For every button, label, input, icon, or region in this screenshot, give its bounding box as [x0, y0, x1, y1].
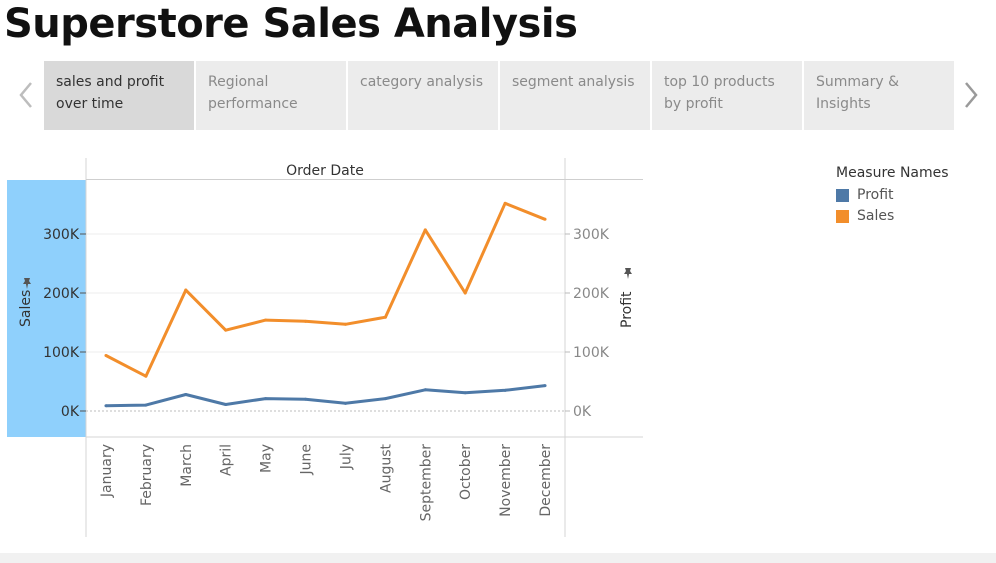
footer-bar — [0, 553, 996, 563]
prev-tab-icon[interactable] — [15, 80, 37, 110]
sales-tick-label: 0K — [61, 404, 80, 420]
data-point-profit[interactable] — [503, 388, 507, 392]
legend-swatch-sales — [836, 210, 849, 223]
data-point-profit[interactable] — [543, 384, 547, 388]
tab-sales-and-profit-over-time[interactable]: sales and profit over time — [44, 61, 194, 130]
profit-tick-label: 200K — [573, 286, 610, 302]
data-point-sales[interactable] — [184, 288, 188, 292]
data-point-sales[interactable] — [224, 328, 228, 332]
profit-pin-icon[interactable] — [624, 268, 632, 279]
data-point-profit[interactable] — [343, 401, 347, 405]
data-point-profit[interactable] — [463, 391, 467, 395]
series-lines — [104, 201, 547, 408]
month-tick-label: May — [259, 444, 275, 473]
data-point-profit[interactable] — [184, 392, 188, 396]
sales-tick-label: 100K — [43, 345, 80, 361]
legend-title: Measure Names — [836, 165, 949, 181]
profit-tick-label: 300K — [573, 227, 610, 243]
data-point-sales[interactable] — [304, 319, 308, 323]
data-point-sales[interactable] — [343, 322, 347, 326]
data-point-profit[interactable] — [224, 403, 228, 407]
series-line-sales[interactable] — [105, 201, 546, 378]
data-point-sales[interactable] — [503, 201, 507, 205]
month-tick-label: June — [299, 444, 315, 476]
legend-label-sales: Sales — [857, 208, 895, 224]
data-point-sales[interactable] — [264, 318, 268, 322]
sales-axis-highlight[interactable] — [7, 180, 86, 437]
chart-gridlines — [86, 233, 565, 412]
sales-tick-label: 300K — [43, 227, 80, 243]
page-title: Superstore Sales Analysis — [4, 1, 578, 47]
data-point-sales[interactable] — [144, 374, 148, 378]
month-tick-label: December — [538, 444, 554, 517]
profit-tick-label: 100K — [573, 345, 610, 361]
legend: Measure Names Profit Sales — [836, 164, 949, 227]
data-point-profit[interactable] — [144, 403, 148, 407]
sales-axis-ticks: 0K 100K 200K 300K — [43, 227, 86, 420]
month-tick-label: August — [378, 443, 394, 493]
tab-summary-and-insights[interactable]: Summary & Insights — [804, 61, 954, 130]
tab-regional-performance[interactable]: Regional performance — [196, 61, 346, 130]
data-point-sales[interactable] — [543, 217, 547, 221]
data-point-profit[interactable] — [423, 388, 427, 392]
story-tabs: sales and profit over time Regional perf… — [44, 61, 954, 130]
month-tick-label: January — [99, 444, 115, 498]
profit-axis-ticks: 0K 100K 200K 300K — [565, 227, 610, 420]
month-tick-label: October — [458, 444, 474, 500]
tab-top-10-products-by-profit[interactable]: top 10 products by profit — [652, 61, 802, 130]
month-tick-label: February — [139, 444, 155, 506]
data-point-profit[interactable] — [264, 397, 268, 401]
month-tick-label: November — [498, 444, 514, 517]
series-line-profit[interactable] — [105, 384, 546, 408]
tab-segment-analysis[interactable]: segment analysis — [500, 61, 650, 130]
data-point-sales[interactable] — [423, 228, 427, 232]
data-point-profit[interactable] — [383, 397, 387, 401]
month-axis-ticks: January February March April May June July Augu… — [99, 443, 554, 521]
next-tab-icon[interactable] — [960, 80, 982, 110]
legend-label-profit: Profit — [857, 187, 894, 203]
profit-tick-label: 0K — [573, 404, 592, 420]
legend-item-sales[interactable]: Sales — [836, 206, 949, 227]
sales-pin-icon[interactable] — [23, 278, 31, 289]
data-point-profit[interactable] — [104, 404, 108, 408]
sales-tick-label: 200K — [43, 286, 80, 302]
sales-profit-line-chart[interactable]: Order Date 0K 100K 200K 300K 0K 100K 200K 300K… — [0, 150, 660, 550]
data-point-sales[interactable] — [463, 291, 467, 295]
legend-swatch-profit — [836, 189, 849, 202]
month-tick-label: July — [338, 444, 354, 470]
month-tick-label: March — [179, 444, 195, 487]
sales-axis-label[interactable]: Sales — [18, 290, 34, 327]
chart-title: Order Date — [286, 163, 364, 179]
tab-category-analysis[interactable]: category analysis — [348, 61, 498, 130]
data-point-profit[interactable] — [304, 397, 308, 401]
month-tick-label: September — [418, 444, 434, 522]
data-point-sales[interactable] — [104, 354, 108, 358]
month-tick-label: April — [219, 444, 235, 476]
legend-item-profit[interactable]: Profit — [836, 185, 949, 206]
profit-axis-label[interactable]: Profit — [619, 291, 635, 328]
data-point-sales[interactable] — [383, 315, 387, 319]
